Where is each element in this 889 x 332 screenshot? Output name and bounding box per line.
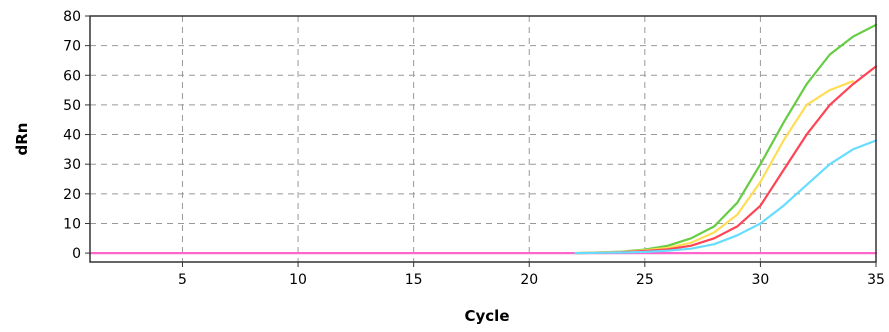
ticks-layer: 0 10 20 30 40 50 60 70 80 5 10 15 20 25 30 35	[63, 9, 885, 288]
series-line-5	[574, 139, 878, 255]
x-tick-label: 20	[520, 272, 538, 288]
x-tick-label: 5	[178, 272, 187, 288]
y-tick-label: 50	[63, 98, 81, 114]
plot-frame	[89, 15, 877, 263]
x-tick-label: 15	[405, 272, 423, 288]
y-tick-label: 40	[63, 128, 81, 144]
y-tick-label: 10	[63, 216, 81, 232]
y-axis-title: dRn	[13, 123, 31, 156]
y-tick-label: 30	[63, 157, 81, 173]
plot-background	[90, 16, 876, 262]
y-tick-label: 70	[63, 39, 81, 55]
x-tick-label: 25	[636, 272, 654, 288]
y-tick-label: 0	[72, 246, 81, 262]
y-tick-label: 60	[63, 68, 81, 84]
x-tick-label: 35	[867, 272, 885, 288]
y-tick-label: 20	[63, 187, 81, 203]
series-layer	[88, 23, 878, 255]
y-tick-label: 80	[63, 9, 81, 25]
x-axis-title: Cycle	[465, 307, 510, 325]
x-tick-label: 30	[751, 272, 769, 288]
x-tick-label: 10	[289, 272, 307, 288]
